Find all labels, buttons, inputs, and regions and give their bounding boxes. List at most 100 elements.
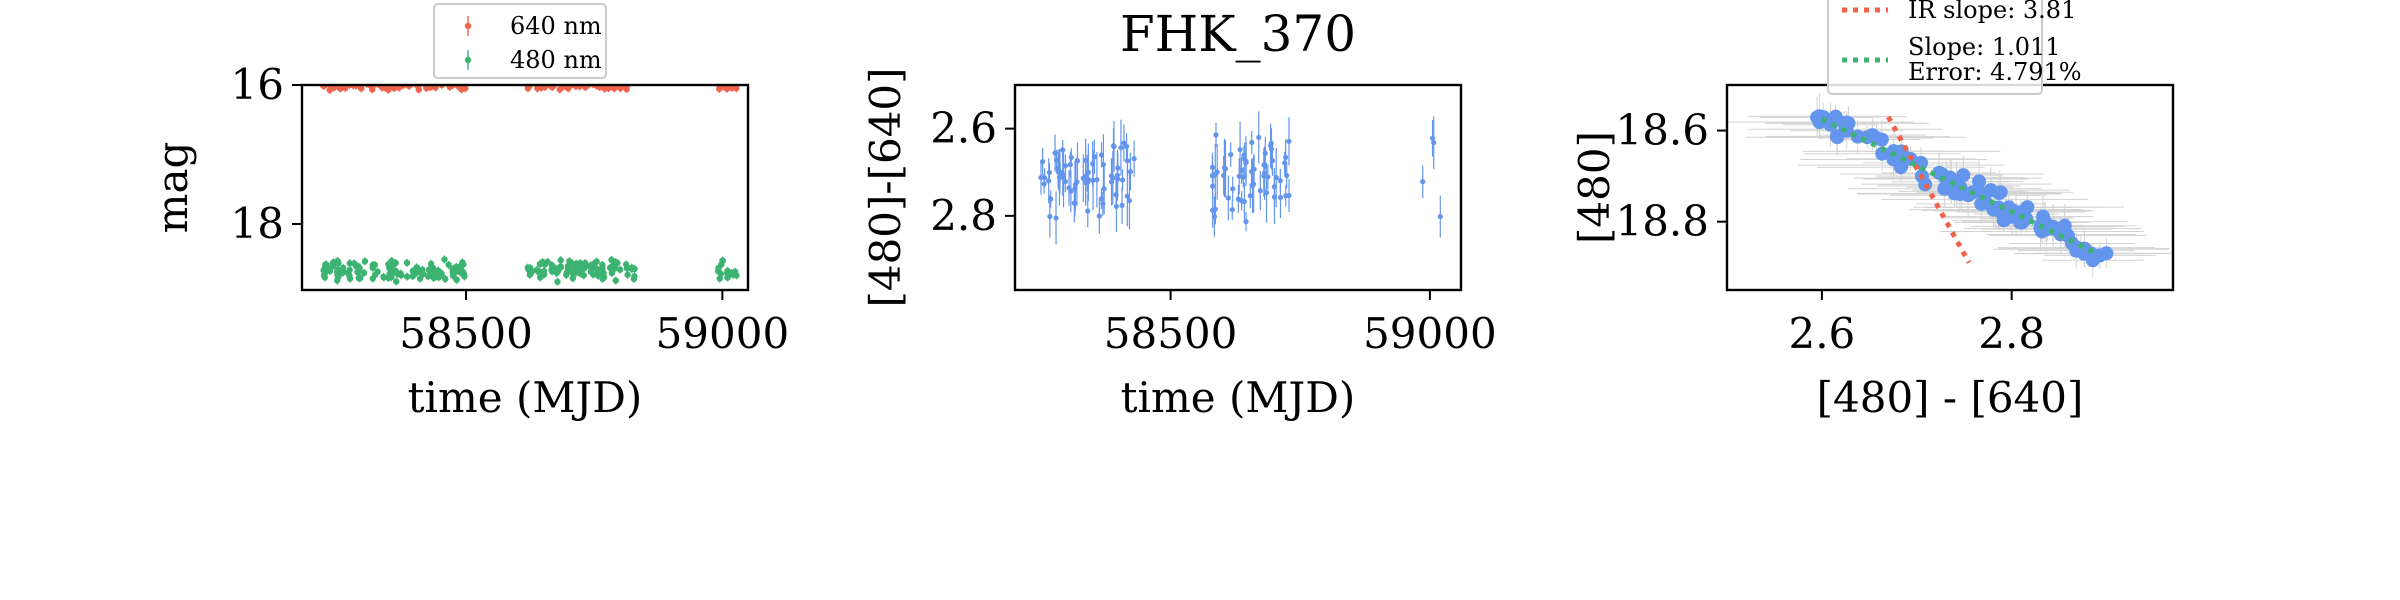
data-point (1047, 170, 1052, 175)
x-tick-label: 59000 (656, 309, 790, 358)
data-point (599, 78, 605, 84)
data-point (1063, 163, 1068, 168)
data-point (1237, 147, 1242, 152)
data-point (388, 274, 394, 280)
data-point (355, 269, 361, 275)
data-point (1261, 173, 1266, 178)
data-point (389, 262, 395, 268)
data-point (1269, 141, 1274, 146)
data-point (1069, 155, 1074, 160)
data-point (332, 78, 338, 84)
data-point (1060, 147, 1065, 152)
data-point (1282, 160, 1287, 165)
data-point (1058, 170, 1063, 175)
data-point (599, 265, 605, 271)
data-point (1111, 143, 1116, 148)
data-point (427, 270, 433, 276)
y-tick-label: 2.8 (930, 191, 997, 240)
data-point (413, 78, 419, 84)
data-point (1072, 201, 1077, 206)
x-tick-label: 2.8 (1978, 309, 2045, 358)
data-point (1256, 135, 1261, 140)
data-point (1068, 162, 1073, 167)
data-point (372, 262, 378, 268)
data-point (1125, 158, 1130, 163)
data-point (725, 274, 731, 280)
data-point (606, 78, 612, 84)
data-point (542, 261, 548, 267)
data-point (322, 274, 328, 280)
data-point (599, 273, 605, 279)
data-point (1272, 194, 1277, 199)
data-point (404, 273, 410, 279)
data-point (1430, 136, 1435, 141)
panel-lightcurve: 58500 59000 16 18 time (MJD) mag 640 nm 480 nm (148, 4, 789, 422)
series-480nm (320, 255, 739, 285)
y-tick-label: 2.6 (930, 104, 997, 153)
data-point (1213, 132, 1218, 137)
data-point (624, 265, 630, 271)
data-point (1438, 214, 1443, 219)
data-point (351, 260, 357, 266)
data-point (339, 77, 345, 83)
data-point (1102, 186, 1107, 191)
data-point (619, 78, 625, 84)
data-point (631, 273, 637, 279)
x-tick-label: 2.6 (1788, 309, 1855, 358)
data-point (393, 278, 399, 284)
data-point (724, 86, 730, 92)
x-tick-label: 59000 (1363, 309, 1497, 358)
data-point (1120, 177, 1125, 182)
data-point (1829, 110, 1843, 124)
data-point (1237, 174, 1242, 179)
data-point (593, 258, 599, 264)
data-point (627, 76, 633, 82)
legend-marker (465, 23, 471, 29)
data-point (362, 258, 368, 264)
data-point (1097, 213, 1102, 218)
data-point (558, 264, 564, 270)
data-point (1213, 207, 1218, 212)
data-point (619, 78, 625, 84)
data-point (1101, 162, 1106, 167)
data-point (732, 268, 738, 274)
x-tick-label: 58500 (399, 309, 533, 358)
data-point (1118, 145, 1123, 150)
data-point (1994, 185, 2008, 199)
data-point (1083, 158, 1088, 163)
data-point (1212, 214, 1217, 219)
chart-title: FHK_370 (1120, 5, 1356, 63)
data-point (1230, 207, 1235, 212)
y-axis-label: [480]-[640] (861, 67, 910, 307)
data-point (1047, 214, 1052, 219)
data-point (1222, 165, 1227, 170)
data-point (1283, 155, 1288, 160)
data-point (1127, 198, 1132, 203)
legend-label: 480 nm (510, 46, 602, 74)
data-point (570, 275, 576, 281)
data-point (624, 272, 630, 278)
data-point (1230, 186, 1235, 191)
y-tick-label: 18 (231, 199, 284, 248)
data-point (558, 257, 564, 263)
x-tick-label: 58500 (1104, 309, 1238, 358)
data-points (319, 76, 739, 286)
data-point (1128, 169, 1133, 174)
data-point (1119, 203, 1124, 208)
data-point (527, 272, 533, 278)
data-point (369, 86, 375, 92)
data-point (2086, 253, 2100, 267)
data-point (1074, 179, 1079, 184)
data-point (435, 268, 441, 274)
data-point (395, 78, 401, 84)
data-point (625, 78, 631, 84)
x-axis-label: [480] - [640] (1817, 373, 2084, 422)
data-point (1068, 189, 1073, 194)
panel-color-curve: 58500 59000 2.6 2.8 time (MJD) [480]-[640] FHK… (861, 5, 1497, 422)
data-point (612, 265, 618, 271)
data-point (1094, 177, 1099, 182)
y-axis-label: mag (148, 142, 197, 234)
data-point (338, 267, 344, 273)
data-point (452, 269, 458, 275)
